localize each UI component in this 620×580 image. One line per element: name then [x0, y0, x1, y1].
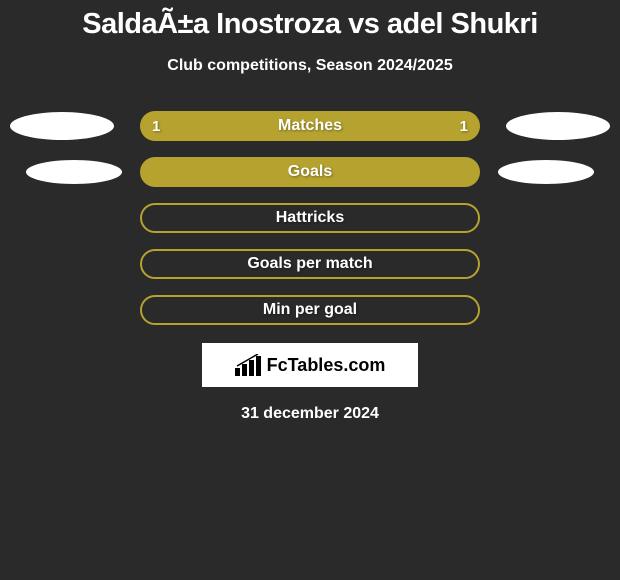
stat-bar: Goals per match: [140, 249, 480, 279]
bars-icon: [235, 354, 263, 376]
player-left-marker: [26, 160, 122, 184]
logo-box: FcTables.com: [202, 343, 418, 387]
stat-value-left: 1: [152, 118, 160, 135]
subtitle: Club competitions, Season 2024/2025: [0, 57, 620, 75]
stat-bar: 1 Matches 1: [140, 111, 480, 141]
stat-bar: Goals: [140, 157, 480, 187]
player-right-marker: [506, 112, 610, 140]
stat-row: Hattricks: [0, 203, 620, 233]
stat-row: Goals per match: [0, 249, 620, 279]
date-label: 31 december 2024: [0, 405, 620, 423]
stats-chart: 1 Matches 1 Goals Hattricks Goals per match Mi…: [0, 111, 620, 325]
stat-label: Goals per match: [247, 255, 372, 273]
player-right-marker: [498, 160, 594, 184]
stat-row: 1 Matches 1: [0, 111, 620, 141]
stat-bar: Hattricks: [140, 203, 480, 233]
stat-bar: Min per goal: [140, 295, 480, 325]
page-title: SaldaÃ±a Inostroza vs adel Shukri: [0, 0, 620, 41]
stat-label: Matches: [278, 117, 342, 135]
stat-label: Min per goal: [263, 301, 357, 319]
stat-row: Min per goal: [0, 295, 620, 325]
stat-row: Goals: [0, 157, 620, 187]
stat-label: Hattricks: [276, 209, 344, 227]
logo-text: FcTables.com: [267, 355, 386, 376]
stat-value-right: 1: [460, 118, 468, 135]
stat-label: Goals: [288, 163, 332, 181]
player-left-marker: [10, 112, 114, 140]
